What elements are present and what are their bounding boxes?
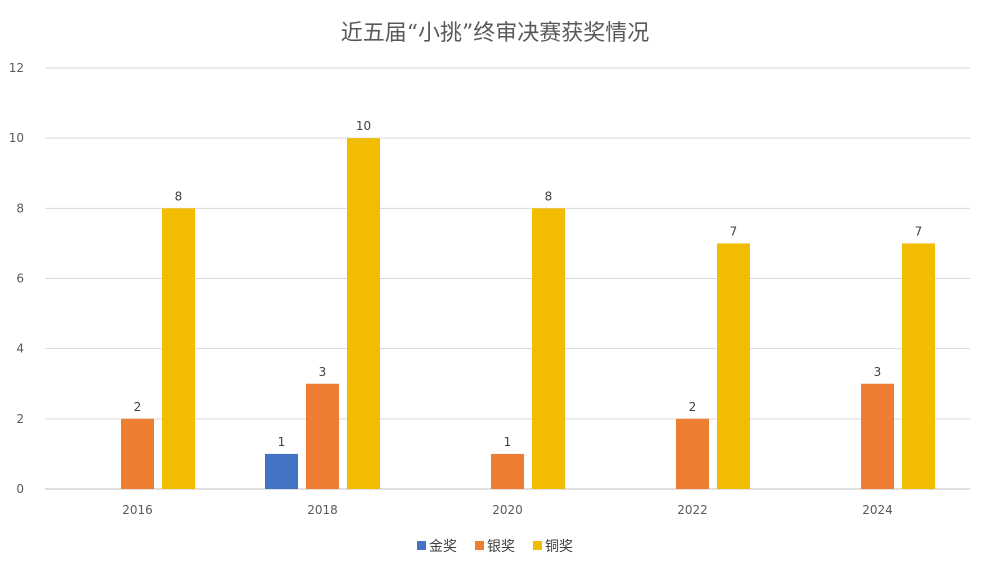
- bar-银奖-2022: [676, 418, 709, 489]
- x-tick-label: 2022: [677, 503, 708, 517]
- legend-label: 银奖: [487, 538, 515, 555]
- y-tick-label: 0: [16, 482, 24, 496]
- data-label: 3: [319, 365, 327, 379]
- bar-铜奖-2020: [532, 208, 565, 490]
- chart-title: 近五届“小挑”终审决赛获奖情况: [341, 21, 650, 46]
- data-label: 2: [689, 400, 697, 414]
- legend: 金奖 银奖 铜奖: [417, 538, 573, 555]
- bar-金奖-2018: [265, 453, 298, 489]
- x-tick-label: 2020: [492, 503, 523, 517]
- y-tick-label: 6: [16, 272, 24, 286]
- y-tick-label: 2: [16, 412, 24, 426]
- bars: 2 8 1 3 10 1 8 2 7 3 7: [121, 119, 935, 490]
- y-tick-label: 12: [9, 61, 24, 75]
- bar-银奖-2016: [121, 418, 154, 489]
- data-label: 7: [915, 224, 923, 238]
- legend-swatch: [533, 541, 542, 550]
- bar-铜奖-2018: [347, 138, 380, 489]
- data-label: 7: [730, 224, 738, 238]
- bar-铜奖-2022: [717, 243, 750, 489]
- y-tick-label: 8: [16, 201, 24, 215]
- data-label: 1: [504, 435, 512, 449]
- bar-银奖-2024: [861, 383, 894, 489]
- bar-铜奖-2016: [162, 208, 195, 490]
- data-label: 8: [175, 189, 183, 203]
- data-label: 8: [545, 189, 553, 203]
- data-label: 3: [874, 365, 882, 379]
- x-tick-label: 2024: [862, 503, 893, 517]
- data-label: 10: [356, 119, 371, 133]
- bar-银奖-2020: [491, 453, 524, 489]
- y-tick-label: 4: [16, 342, 24, 356]
- legend-swatch: [475, 541, 484, 550]
- x-tick-label: 2018: [307, 503, 338, 517]
- gridlines: [45, 67, 970, 490]
- x-tick-label: 2016: [122, 503, 153, 517]
- data-label: 1: [278, 435, 286, 449]
- bar-铜奖-2024: [902, 243, 935, 489]
- data-label: 2: [134, 400, 142, 414]
- y-tick-label: 10: [9, 131, 24, 145]
- x-axis: 2016 2018 2020 2022 2024: [122, 503, 893, 517]
- y-axis: 0 2 4 6 8 10 12: [9, 61, 24, 496]
- legend-label: 铜奖: [545, 538, 573, 555]
- bar-银奖-2018: [306, 383, 339, 489]
- legend-label: 金奖: [429, 538, 457, 555]
- legend-swatch: [417, 541, 426, 550]
